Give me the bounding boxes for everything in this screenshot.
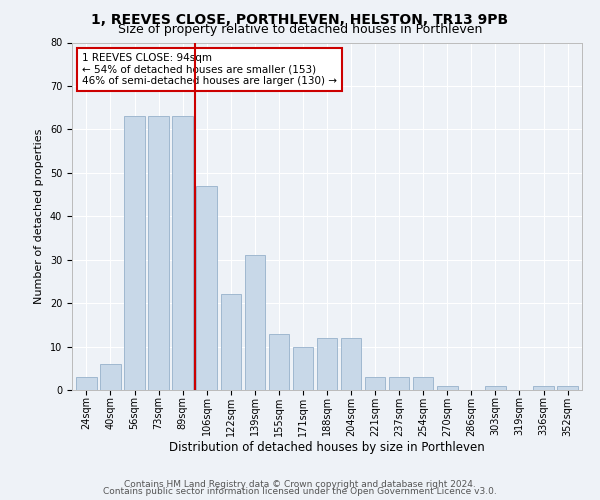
Bar: [341, 338, 361, 390]
Bar: [365, 377, 385, 390]
Y-axis label: Number of detached properties: Number of detached properties: [34, 128, 44, 304]
Text: 1 REEVES CLOSE: 94sqm
← 54% of detached houses are smaller (153)
46% of semi-det: 1 REEVES CLOSE: 94sqm ← 54% of detached …: [82, 53, 337, 86]
Bar: [437, 386, 458, 390]
Bar: [485, 386, 506, 390]
Bar: [245, 256, 265, 390]
Bar: [533, 386, 554, 390]
Bar: [196, 186, 217, 390]
Bar: [317, 338, 337, 390]
Bar: [100, 364, 121, 390]
Bar: [148, 116, 169, 390]
Text: Contains HM Land Registry data © Crown copyright and database right 2024.: Contains HM Land Registry data © Crown c…: [124, 480, 476, 489]
Bar: [172, 116, 193, 390]
Bar: [293, 346, 313, 390]
Bar: [269, 334, 289, 390]
Bar: [557, 386, 578, 390]
Bar: [221, 294, 241, 390]
Bar: [124, 116, 145, 390]
Text: Contains public sector information licensed under the Open Government Licence v3: Contains public sector information licen…: [103, 487, 497, 496]
X-axis label: Distribution of detached houses by size in Porthleven: Distribution of detached houses by size …: [169, 441, 485, 454]
Text: 1, REEVES CLOSE, PORTHLEVEN, HELSTON, TR13 9PB: 1, REEVES CLOSE, PORTHLEVEN, HELSTON, TR…: [91, 12, 509, 26]
Text: Size of property relative to detached houses in Porthleven: Size of property relative to detached ho…: [118, 22, 482, 36]
Bar: [76, 377, 97, 390]
Bar: [389, 377, 409, 390]
Bar: [413, 377, 433, 390]
